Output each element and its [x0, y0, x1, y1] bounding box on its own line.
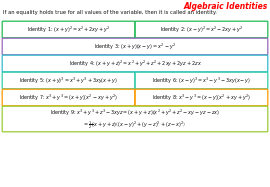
FancyBboxPatch shape	[2, 38, 268, 55]
FancyBboxPatch shape	[2, 55, 268, 72]
Text: Algebraic Identities: Algebraic Identities	[184, 2, 268, 11]
Text: Identity 1: $(x + y)^2 = x^2 + 2xy+ y^2$: Identity 1: $(x + y)^2 = x^2 + 2xy+ y^2$	[27, 24, 110, 35]
Text: Identity 9: $x^3 + y^3 + z^3 - 3xyz = (x + y + z)(x^2 + y^2 + z^2 - xy - yz - zx: Identity 9: $x^3 + y^3 + z^3 - 3xyz = (x…	[50, 107, 220, 131]
FancyBboxPatch shape	[135, 89, 268, 106]
FancyBboxPatch shape	[2, 106, 268, 132]
FancyBboxPatch shape	[135, 21, 268, 38]
FancyBboxPatch shape	[2, 89, 135, 106]
Text: If an equality holds true for all values of the variable, then it is called an i: If an equality holds true for all values…	[3, 10, 217, 15]
Text: Identity 2: $(x - y)^2 = x^2 - 2xy + y^2$: Identity 2: $(x - y)^2 = x^2 - 2xy + y^2…	[160, 24, 243, 35]
Text: Identity 5: $(x + y)^3 = x^3 + y^3 + 3xy(x + y)$: Identity 5: $(x + y)^3 = x^3 + y^3 + 3xy…	[19, 75, 118, 86]
Text: Identity 4: $(x + y + z)^2 = x^2 + y^2 + z^2 + 2xy + 2yz + 2zx$: Identity 4: $(x + y + z)^2 = x^2 + y^2 +…	[69, 58, 201, 69]
FancyBboxPatch shape	[2, 72, 135, 89]
Text: Identity 3: $(x + y)(x - y) = x^2 - y^2$: Identity 3: $(x + y)(x - y) = x^2 - y^2$	[94, 41, 176, 52]
FancyBboxPatch shape	[135, 72, 268, 89]
Text: Identity 6: $(x - y)^3 = x^3 - y^3 - 3xy(x - y)$: Identity 6: $(x - y)^3 = x^3 - y^3 - 3xy…	[152, 75, 251, 86]
Text: Identity 8: $x^3 - y^3 = (x - y)(x^2 + xy + y^2)$: Identity 8: $x^3 - y^3 = (x - y)(x^2 + x…	[152, 92, 251, 103]
FancyBboxPatch shape	[2, 21, 135, 38]
Text: Identity 7: $x^3 + y^3 = (x + y)(x^2 - xy + y^2)$: Identity 7: $x^3 + y^3 = (x + y)(x^2 - x…	[19, 92, 118, 103]
